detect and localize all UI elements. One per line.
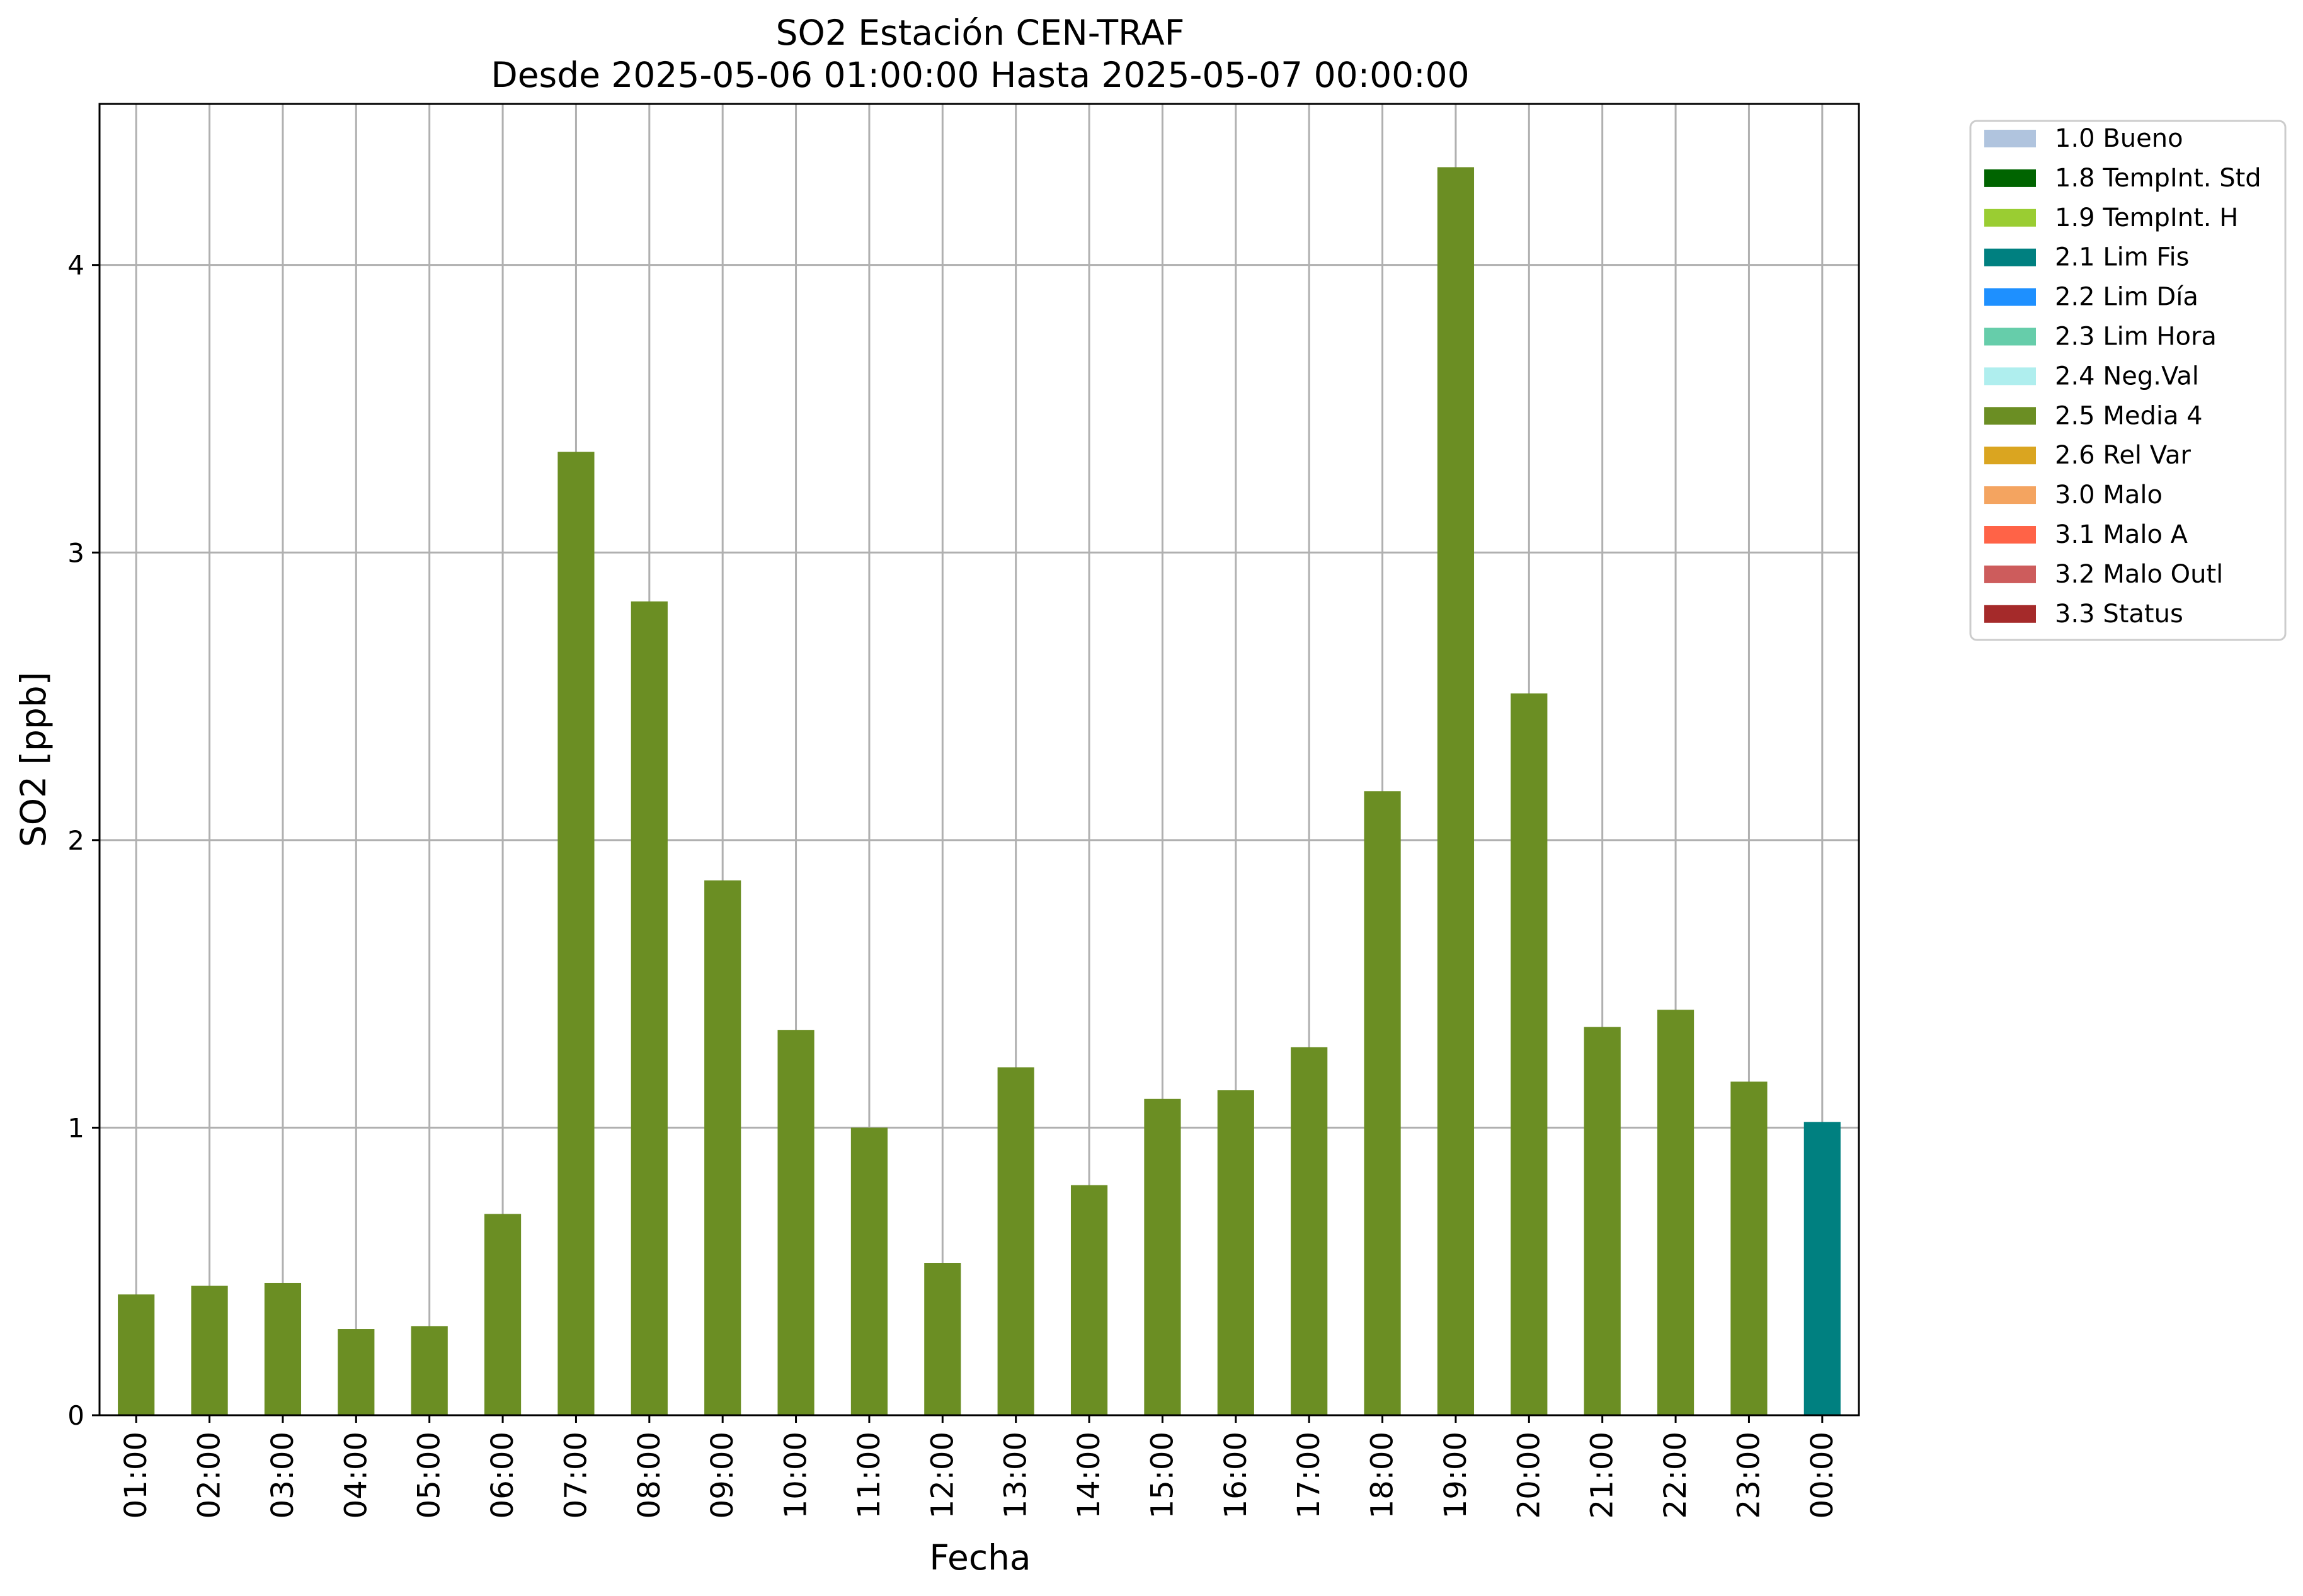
x-tick-label: 14:00 <box>1071 1432 1107 1519</box>
legend-label: 1.8 TempInt. Std <box>2055 164 2261 193</box>
x-tick-label: 18:00 <box>1365 1432 1400 1519</box>
bar <box>704 880 741 1415</box>
legend-label: 3.2 Malo Outl <box>2055 560 2223 589</box>
bar <box>338 1329 375 1415</box>
bar <box>1291 1047 1328 1415</box>
legend-label: 3.0 Malo <box>2055 481 2163 510</box>
legend-swatch <box>1984 328 2036 346</box>
x-tick-label: 08:00 <box>632 1432 667 1519</box>
bar <box>1144 1098 1181 1415</box>
bar <box>264 1282 302 1415</box>
x-tick-label: 15:00 <box>1145 1432 1180 1519</box>
bar <box>118 1294 155 1415</box>
legend-swatch <box>1984 605 2036 623</box>
legend-label: 2.1 Lim Fis <box>2055 243 2189 272</box>
y-axis-ticks: 0 1 2 3 4 <box>67 250 100 1431</box>
legend-swatch <box>1984 486 2036 504</box>
x-tick-label: 19:00 <box>1438 1432 1473 1519</box>
legend-label: 1.0 Bueno <box>2055 124 2183 153</box>
bar <box>924 1263 961 1415</box>
bar <box>484 1214 522 1415</box>
legend-swatch <box>1984 565 2036 583</box>
x-tick-label: 17:00 <box>1291 1432 1327 1519</box>
x-tick-label: 02:00 <box>192 1432 227 1519</box>
chart-subtitle: Desde 2025-05-06 01:00:00 Hasta 2025-05-… <box>491 55 1469 95</box>
legend-label: 3.3 Status <box>2055 600 2183 629</box>
legend-label: 2.4 Neg.Val <box>2055 362 2199 390</box>
chart-title: SO2 Estación CEN-TRAF <box>776 13 1185 53</box>
bar <box>1511 693 1548 1415</box>
x-tick-label: 09:00 <box>705 1432 740 1519</box>
x-tick-label: 20:00 <box>1511 1432 1546 1519</box>
bar <box>1803 1122 1841 1415</box>
x-tick-label: 12:00 <box>925 1432 960 1519</box>
y-tick-label: 1 <box>67 1112 84 1143</box>
x-tick-label: 10:00 <box>779 1432 814 1519</box>
x-tick-label: 22:00 <box>1658 1432 1693 1519</box>
x-tick-label: 07:00 <box>558 1432 593 1519</box>
bar <box>1070 1185 1108 1415</box>
legend-swatch <box>1984 130 2036 147</box>
plot-frame <box>98 103 1860 1416</box>
x-tick-label: 13:00 <box>998 1432 1034 1519</box>
legend-entries: 1.0 Bueno 1.8 TempInt. Std 1.9 TempInt. H 2… <box>1984 124 2261 629</box>
y-tick-label: 3 <box>67 537 84 568</box>
legend-label: 2.2 Lim Día <box>2055 283 2198 312</box>
legend-label: 3.1 Malo A <box>2055 520 2188 549</box>
y-tick-label: 0 <box>67 1400 84 1431</box>
legend-swatch <box>1984 367 2036 385</box>
bar <box>1657 1010 1694 1415</box>
x-tick-label: 11:00 <box>852 1432 887 1519</box>
bar <box>997 1067 1034 1415</box>
bar <box>1730 1081 1768 1415</box>
legend-swatch <box>1984 288 2036 306</box>
x-tick-label: 04:00 <box>338 1432 374 1519</box>
bar <box>1437 167 1475 1415</box>
legend-swatch <box>1984 447 2036 465</box>
x-tick-label: 23:00 <box>1731 1432 1766 1519</box>
bar <box>557 452 595 1416</box>
bar <box>1364 791 1401 1415</box>
x-tick-label: 03:00 <box>265 1432 300 1519</box>
legend-label: 2.3 Lim Hora <box>2055 322 2217 351</box>
y-tick-label: 4 <box>67 250 84 281</box>
bars <box>118 167 1841 1416</box>
legend-label: 2.6 Rel Var <box>2055 441 2192 470</box>
y-axis-label: SO2 [ppb] <box>13 672 54 847</box>
bar <box>411 1326 448 1415</box>
legend: 1.0 Bueno 1.8 TempInt. Std 1.9 TempInt. H 2… <box>1969 120 2287 641</box>
x-tick-label: 00:00 <box>1805 1432 1840 1519</box>
x-tick-label: 16:00 <box>1218 1432 1254 1519</box>
bar <box>191 1285 228 1415</box>
legend-frame <box>1969 120 2287 641</box>
legend-swatch <box>1984 248 2036 266</box>
legend-swatch <box>1984 407 2036 425</box>
legend-swatch <box>1984 208 2036 227</box>
bar <box>1584 1027 1621 1415</box>
bar <box>850 1127 888 1415</box>
x-tick-label: 01:00 <box>118 1432 154 1519</box>
x-axis-label: Fecha <box>929 1537 1031 1578</box>
legend-swatch <box>1984 526 2036 544</box>
legend-label: 2.5 Media 4 <box>2055 401 2203 430</box>
x-tick-label: 06:00 <box>485 1432 520 1519</box>
bar <box>777 1030 814 1415</box>
legend-label: 1.9 TempInt. H <box>2055 203 2238 232</box>
x-tick-label: 05:00 <box>412 1432 447 1519</box>
legend-swatch <box>1984 169 2036 187</box>
bar <box>631 601 668 1415</box>
y-tick-label: 2 <box>67 825 84 856</box>
bar <box>1217 1090 1254 1415</box>
x-axis-ticks: 01:00 02:00 03:00 04:00 05:00 06:00 07:00 08:00… <box>118 1415 1840 1519</box>
x-tick-label: 21:00 <box>1585 1432 1620 1519</box>
